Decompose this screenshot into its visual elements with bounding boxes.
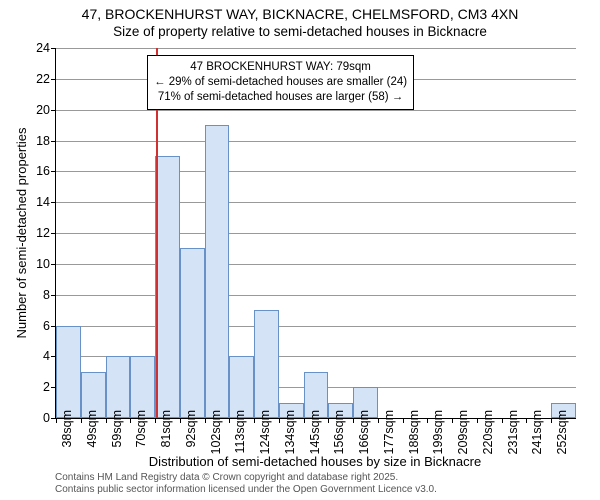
y-axis-label: Number of semi-detached properties	[14, 48, 30, 418]
plot-area: 02468101214161820222438sqm49sqm59sqm70sq…	[55, 48, 576, 419]
x-tick-mark	[378, 418, 379, 423]
x-tick-label: 252sqm	[555, 410, 569, 454]
x-tick-mark	[353, 418, 354, 423]
x-tick-mark	[229, 418, 230, 423]
x-tick-mark	[155, 418, 156, 423]
x-tick-label: 156sqm	[332, 410, 346, 454]
histogram-bar	[180, 248, 205, 418]
histogram-bar	[205, 125, 230, 418]
x-tick-mark	[56, 418, 57, 423]
y-tick-label: 12	[36, 226, 56, 240]
x-tick-label: 241sqm	[530, 410, 544, 454]
histogram-bar	[56, 326, 81, 419]
x-tick-mark	[477, 418, 478, 423]
x-tick-label: 81sqm	[159, 410, 173, 448]
histogram-bar	[106, 356, 131, 418]
y-tick-label: 4	[43, 349, 56, 363]
y-tick-label: 14	[36, 195, 56, 209]
x-tick-mark	[427, 418, 428, 423]
y-tick-label: 22	[36, 72, 56, 86]
annotation-line2: ← 29% of semi-detached houses are smalle…	[154, 75, 407, 90]
grid-line	[56, 171, 576, 172]
x-tick-mark	[81, 418, 82, 423]
x-tick-mark	[502, 418, 503, 423]
x-axis-label: Distribution of semi-detached houses by …	[55, 454, 575, 469]
x-tick-mark	[403, 418, 404, 423]
x-tick-label: 188sqm	[407, 410, 421, 454]
y-tick-label: 10	[36, 257, 56, 271]
x-tick-label: 134sqm	[283, 410, 297, 454]
x-tick-label: 70sqm	[134, 410, 148, 448]
x-tick-label: 38sqm	[60, 410, 74, 448]
x-tick-label: 49sqm	[85, 410, 99, 448]
x-tick-mark	[328, 418, 329, 423]
x-tick-label: 92sqm	[184, 410, 198, 448]
y-tick-label: 18	[36, 134, 56, 148]
histogram-bar	[130, 356, 155, 418]
histogram-bar	[254, 310, 279, 418]
x-tick-mark	[180, 418, 181, 423]
histogram-bar	[155, 156, 180, 418]
grid-line	[56, 295, 576, 296]
y-tick-label: 24	[36, 41, 56, 55]
chart-title-line2: Size of property relative to semi-detach…	[0, 24, 600, 39]
x-tick-label: 102sqm	[209, 410, 223, 454]
grid-line	[56, 326, 576, 327]
x-tick-mark	[551, 418, 552, 423]
y-tick-label: 0	[43, 411, 56, 425]
histogram-bar	[229, 356, 254, 418]
grid-line	[56, 264, 576, 265]
x-tick-label: 177sqm	[382, 410, 396, 454]
chart-title-line1: 47, BROCKENHURST WAY, BICKNACRE, CHELMSF…	[0, 6, 600, 22]
x-tick-mark	[106, 418, 107, 423]
y-tick-label: 2	[43, 380, 56, 394]
annotation-box: 47 BROCKENHURST WAY: 79sqm← 29% of semi-…	[147, 55, 414, 110]
annotation-line1: 47 BROCKENHURST WAY: 79sqm	[154, 60, 407, 75]
x-tick-mark	[526, 418, 527, 423]
grid-line	[56, 202, 576, 203]
x-tick-label: 209sqm	[456, 410, 470, 454]
x-tick-label: 166sqm	[357, 410, 371, 454]
x-tick-label: 145sqm	[308, 410, 322, 454]
x-tick-label: 199sqm	[431, 410, 445, 454]
y-tick-label: 16	[36, 164, 56, 178]
x-tick-mark	[254, 418, 255, 423]
grid-line	[56, 233, 576, 234]
grid-line	[56, 141, 576, 142]
footnote: Contains HM Land Registry data © Crown c…	[55, 472, 595, 496]
chart-container: 47, BROCKENHURST WAY, BICKNACRE, CHELMSF…	[0, 0, 600, 500]
footnote-line2: Contains public sector information licen…	[55, 484, 437, 495]
x-tick-mark	[452, 418, 453, 423]
grid-line	[56, 48, 576, 49]
footnote-line1: Contains HM Land Registry data © Crown c…	[55, 472, 398, 483]
x-tick-label: 231sqm	[506, 410, 520, 454]
annotation-line3: 71% of semi-detached houses are larger (…	[154, 90, 407, 105]
y-tick-label: 6	[43, 319, 56, 333]
x-tick-mark	[304, 418, 305, 423]
x-tick-label: 113sqm	[233, 410, 247, 454]
x-tick-label: 220sqm	[481, 410, 495, 454]
x-tick-mark	[279, 418, 280, 423]
y-tick-label: 20	[36, 103, 56, 117]
x-tick-label: 124sqm	[258, 410, 272, 454]
y-tick-label: 8	[43, 288, 56, 302]
x-tick-mark	[205, 418, 206, 423]
x-tick-mark	[130, 418, 131, 423]
x-tick-label: 59sqm	[110, 410, 124, 448]
